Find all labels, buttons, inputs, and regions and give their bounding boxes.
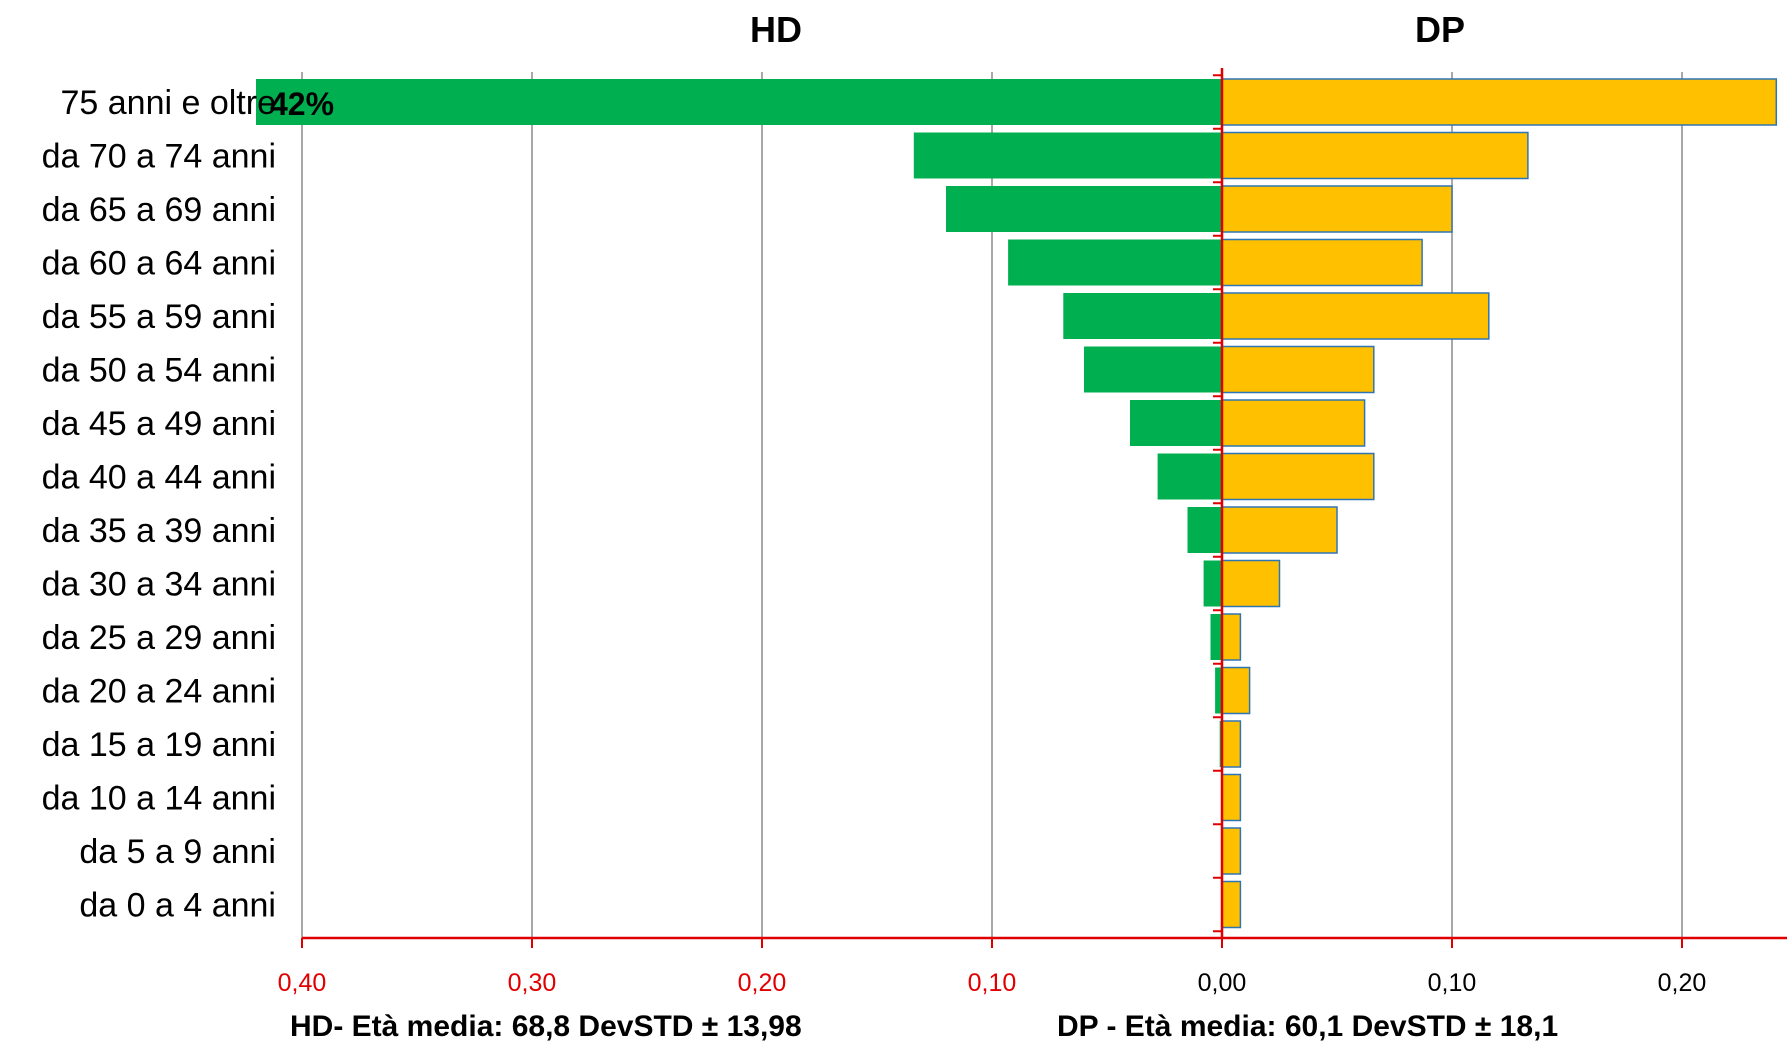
bar-dp-3 — [1221, 238, 1423, 287]
bar-hd-11 — [1215, 667, 1222, 714]
x-tick-label: 0,30 — [508, 969, 557, 997]
x-tick-label: 0,20 — [1658, 969, 1707, 997]
bar-dp-1 — [1221, 131, 1529, 180]
bar-dp-13 — [1221, 773, 1242, 822]
bar-dp-4 — [1221, 292, 1490, 340]
bar-hd-7 — [1157, 453, 1222, 500]
bar-dp-9 — [1221, 559, 1281, 608]
bar-hd-0 — [256, 79, 1222, 125]
bar-hd-10 — [1210, 614, 1222, 660]
footer-hd-stats: HD- Età media: 68,8 DevSTD ± 13,98 — [290, 1010, 802, 1043]
axes — [301, 68, 1787, 948]
category-label: da 50 a 54 anni — [42, 352, 276, 390]
bar-dp-12 — [1221, 720, 1242, 768]
category-label: da 65 a 69 anni — [42, 191, 276, 229]
x-tick-label: 0,10 — [1428, 969, 1477, 997]
category-label: da 40 a 44 anni — [42, 459, 276, 497]
bar-hd-2 — [946, 186, 1222, 232]
category-label: da 70 a 74 anni — [42, 138, 276, 176]
bar-hd-4 — [1063, 293, 1222, 339]
bar-hd-8 — [1187, 507, 1222, 553]
bar-hd-6 — [1130, 400, 1222, 446]
bar-hd-9 — [1203, 560, 1222, 607]
bars — [256, 78, 1778, 929]
x-tick-label: 0,00 — [1198, 969, 1247, 997]
category-label: 75 anni e oltre — [61, 84, 277, 122]
category-label: da 30 a 34 anni — [42, 566, 276, 604]
bar-dp-0 — [1221, 78, 1778, 126]
bar-dp-6 — [1221, 399, 1366, 447]
category-label: da 35 a 39 anni — [42, 512, 276, 550]
bar-dp-8 — [1221, 506, 1338, 554]
bar-hd-5 — [1084, 346, 1222, 393]
bar-dp-7 — [1221, 452, 1375, 501]
x-tick-label: 0,40 — [278, 969, 327, 997]
x-tick-label: 0,10 — [968, 969, 1017, 997]
bar-hd-1 — [913, 132, 1222, 179]
bar-dp-11 — [1221, 666, 1251, 715]
category-label: da 25 a 29 anni — [42, 619, 276, 657]
category-label: da 10 a 14 anni — [42, 780, 276, 818]
category-label: da 45 a 49 anni — [42, 405, 276, 443]
category-label: da 60 a 64 anni — [42, 245, 276, 283]
bar-hd-3 — [1008, 239, 1222, 286]
category-label: da 0 a 4 anni — [79, 887, 276, 925]
series-title-hd: HD — [750, 9, 802, 50]
series-title-dp: DP — [1415, 9, 1465, 50]
category-label: da 20 a 24 anni — [42, 673, 276, 711]
bar-dp-2 — [1221, 185, 1453, 233]
bar-dp-15 — [1221, 880, 1242, 929]
category-label: da 5 a 9 anni — [79, 833, 276, 871]
x-tick-label: 0,20 — [738, 969, 787, 997]
bar-dp-10 — [1221, 613, 1242, 661]
bar-dp-5 — [1221, 345, 1375, 394]
bar-dp-14 — [1221, 827, 1242, 875]
category-label: da 55 a 59 anni — [42, 298, 276, 336]
category-label: da 15 a 19 anni — [42, 726, 276, 764]
data-label-hd: 42% — [270, 86, 334, 122]
footer-dp-stats: DP - Età media: 60,1 DevSTD ± 18,1 — [1057, 1010, 1558, 1043]
